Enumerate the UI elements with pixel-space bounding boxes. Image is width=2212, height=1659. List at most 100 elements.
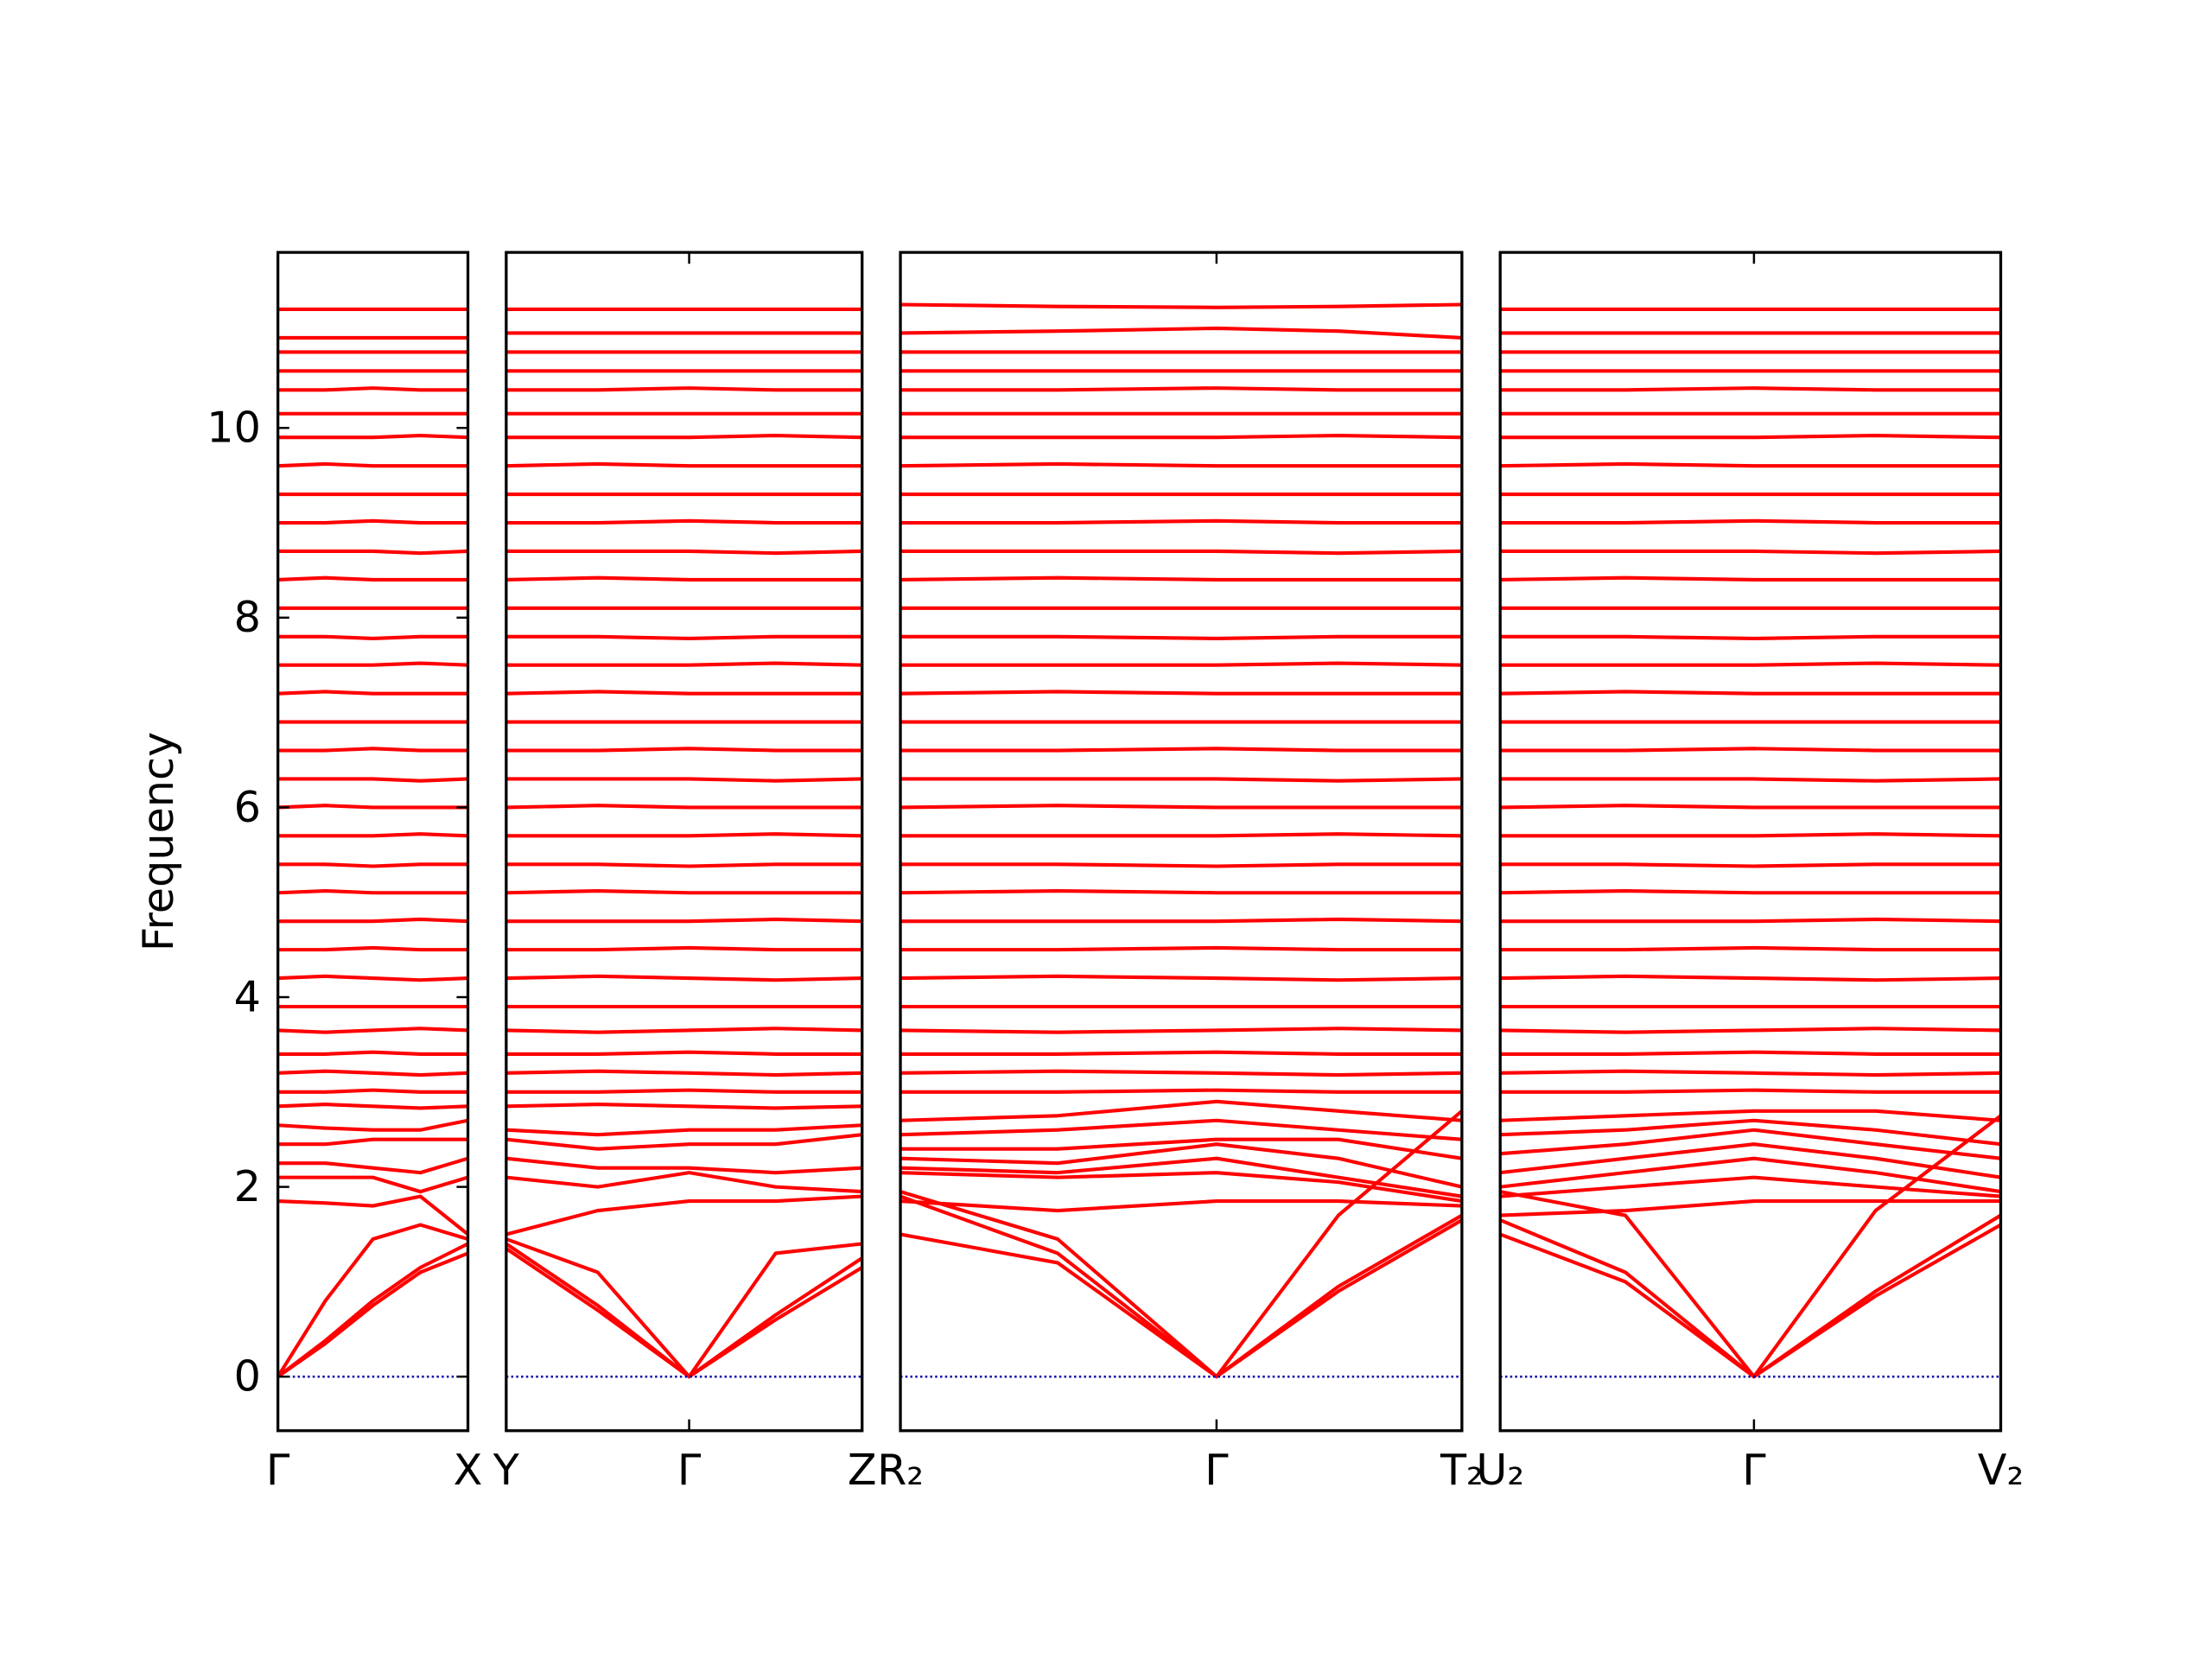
band-line [277,461,468,468]
band-line [900,747,1462,753]
band-line [277,1137,468,1147]
y-tick-label: 8 [234,592,261,642]
band-line [277,1103,468,1110]
band-line [900,1137,1462,1160]
band-line [1500,747,2001,753]
band-line [277,832,468,838]
band-line [505,1069,862,1077]
band-line [505,945,862,952]
axes-frame [276,251,470,1433]
band-line [277,386,468,392]
band-line [505,1050,862,1056]
band-line [900,1099,1462,1122]
band-line [900,1088,1462,1094]
band-line [1500,575,2001,582]
band-line [277,1156,468,1175]
band-line [1500,661,2001,667]
axes-frame [505,251,864,1433]
x-tick-label: Z [848,1445,877,1495]
band-line [505,1133,862,1151]
y-axis-label: Frequency [133,732,183,951]
band-line [1500,917,2001,924]
band-line [277,804,468,810]
band-line [1500,1069,2001,1077]
band-line [277,549,468,556]
y-tick-label: 0 [234,1351,261,1402]
band-line [1500,690,2001,696]
band-line [1500,549,2001,556]
band-line [505,917,862,924]
band-line [1500,1050,2001,1056]
band-line [277,634,468,641]
band-line [277,575,468,582]
band-line [505,862,862,868]
band-line [1500,888,2001,895]
band-line [900,1109,1462,1379]
x-tick-label: Y [493,1445,520,1495]
band-line [1500,832,2001,838]
band-line [277,690,468,696]
band-line [900,945,1462,952]
band-line [505,777,862,783]
band-line [505,804,862,810]
band-line [1500,777,2001,783]
band-line [900,302,1462,309]
band-line [505,1171,862,1194]
x-tick-label: Γ [1205,1445,1229,1495]
band-line [1500,1118,2001,1147]
x-tick-label: Γ [677,1445,702,1495]
band-line [277,433,468,440]
band-line [900,1199,1462,1213]
band-line [505,518,862,525]
band-line [277,777,468,783]
axes-frame [899,251,1464,1433]
band-line [277,661,468,667]
y-tick-label: 4 [234,971,261,1021]
band-line [900,888,1462,895]
x-tick-label: X [454,1445,483,1495]
band-line [277,1118,468,1132]
band-line [277,974,468,982]
band-line [505,1103,862,1110]
band-line [505,1088,862,1094]
band-line [900,1027,1462,1034]
band-line [505,549,862,556]
x-tick-label: U₂ [1476,1445,1524,1495]
band-line [900,433,1462,440]
axes-frame [1498,251,2003,1433]
band-line [1500,804,2001,810]
band-line [900,386,1462,392]
band-line [277,518,468,525]
x-tick-label: Γ [1742,1445,1766,1495]
band-line [1500,1142,2001,1179]
band-line [277,1242,468,1378]
band-line [900,1156,1462,1198]
band-line [900,862,1462,868]
band-line [1500,1199,2001,1217]
band-line [505,1156,862,1175]
band-line [277,945,468,952]
x-tick-label: V₂ [1978,1445,2024,1495]
band-line [1500,1128,2001,1160]
band-line [277,1050,468,1056]
band-line [277,1027,468,1034]
band-line [900,518,1462,525]
y-tick-label: 10 [207,403,261,453]
band-line [900,1118,1462,1141]
band-line [900,634,1462,641]
band-line [505,1194,862,1236]
band-line [900,1069,1462,1077]
y-tick-label: 6 [234,782,261,832]
band-line [900,1050,1462,1056]
band-line [505,461,862,468]
band-line [505,634,862,641]
band-line [900,549,1462,556]
band-line [900,1142,1462,1189]
band-line [505,747,862,753]
band-line [900,690,1462,696]
band-line [900,804,1462,810]
band-line [505,974,862,982]
x-tick-label: R₂ [877,1445,924,1495]
